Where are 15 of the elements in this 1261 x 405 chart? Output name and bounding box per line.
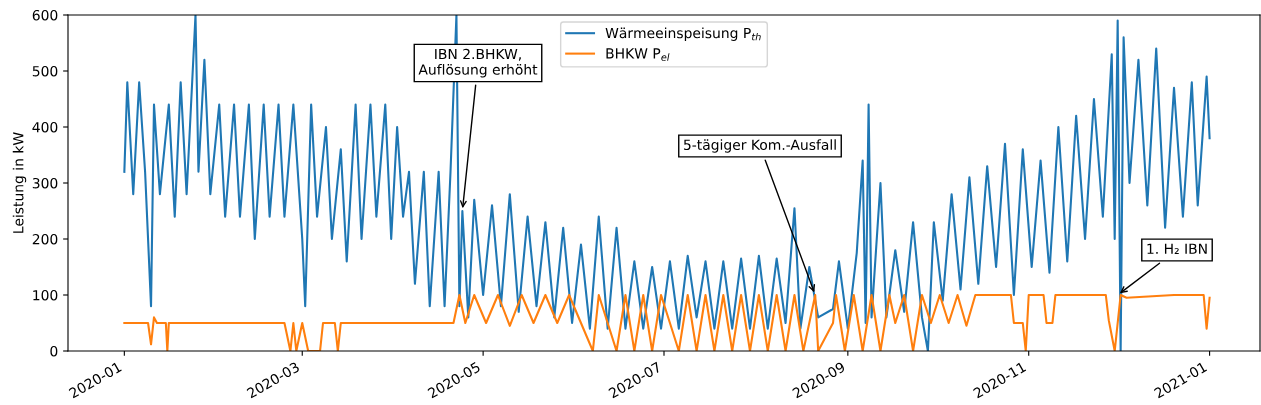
annotation: 5-tägiger Kom.-Ausfall — [683, 139, 836, 153]
y-tick-label: 100 — [33, 289, 58, 301]
y-tick-label: 400 — [32, 121, 58, 133]
line-series — [123, 15, 1211, 351]
y-tick-label: 0 — [50, 345, 58, 357]
y-axis-title: Leistung in kW — [12, 132, 27, 233]
legend-label: BHKW P$_{el}$ — [606, 48, 670, 61]
line-series — [123, 293, 1211, 351]
annotation: IBN 2.BHKW, Auflösung erhöht — [418, 48, 538, 78]
y-tick-label: 300 — [32, 177, 58, 189]
y-tick-label: 600 — [32, 9, 58, 21]
annotation: 1. H₂ IBN — [1147, 243, 1207, 254]
legend-label: Wärmeeinspeisung P$_{th}$ — [605, 27, 761, 41]
y-tick-label: 200 — [32, 233, 58, 245]
y-tick-label: 500 — [32, 65, 58, 77]
